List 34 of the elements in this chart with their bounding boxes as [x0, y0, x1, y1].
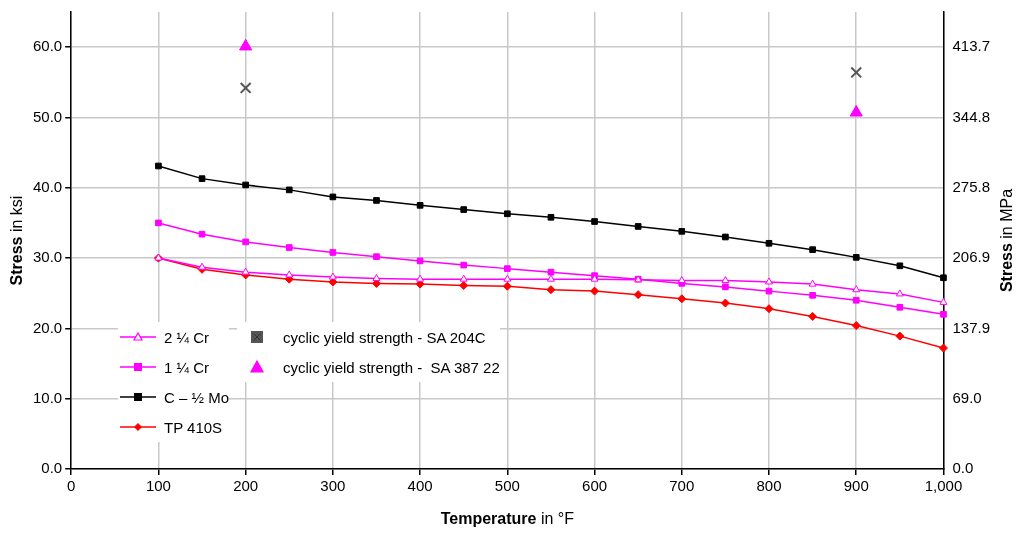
x-tick-label: 0 — [67, 476, 76, 494]
y-tick-label: 60.0 — [32, 37, 63, 55]
y2-tick-label: 275.8 — [952, 177, 991, 195]
x-tick-label: 800 — [756, 476, 782, 494]
legend-label: cyclic yield strength - SA 204C — [283, 328, 486, 346]
legend-label: 1 ¼ Cr — [164, 358, 210, 376]
y2-tick-label: 344.8 — [952, 107, 991, 125]
y2-tick-label: 0.0 — [952, 459, 974, 477]
y2-tick-label: 69.0 — [952, 388, 982, 406]
x-tick-label: 900 — [843, 476, 869, 494]
x-tick-label: 300 — [320, 476, 346, 494]
x-axis-title: Temperature in °F — [440, 510, 575, 528]
x-tick-label: 400 — [407, 476, 433, 494]
legend-label: TP 410S — [164, 418, 223, 436]
x-tick-label: 500 — [494, 476, 520, 494]
y-tick-label: 20.0 — [32, 318, 63, 336]
y2-tick-label: 206.9 — [952, 248, 991, 266]
y-tick-label: 30.0 — [32, 248, 63, 266]
x-tick-label: 600 — [582, 476, 608, 494]
x-tick-label: 200 — [233, 476, 259, 494]
y2-axis-title: Stress in MPa — [998, 188, 1016, 293]
legend-label: C – ½ Mo — [164, 388, 230, 406]
y2-tick-label: 413.7 — [952, 37, 991, 55]
y-tick-label: 50.0 — [32, 107, 63, 125]
x-tick-label: 100 — [145, 476, 171, 494]
legend-label: 2 ¼ Cr — [164, 328, 210, 346]
y2-tick-label: 137.9 — [952, 318, 991, 336]
y-tick-label: 10.0 — [32, 388, 63, 406]
y-tick-label: 40.0 — [32, 177, 63, 195]
legend-label: cyclic yield strength - SA 387 22 — [283, 358, 500, 376]
y-axis-title: Stress in ksi — [8, 195, 26, 286]
y-tick-label: 0.0 — [41, 459, 63, 477]
x-tick-label: 700 — [669, 476, 695, 494]
x-tick-label: 1,000 — [924, 476, 963, 494]
